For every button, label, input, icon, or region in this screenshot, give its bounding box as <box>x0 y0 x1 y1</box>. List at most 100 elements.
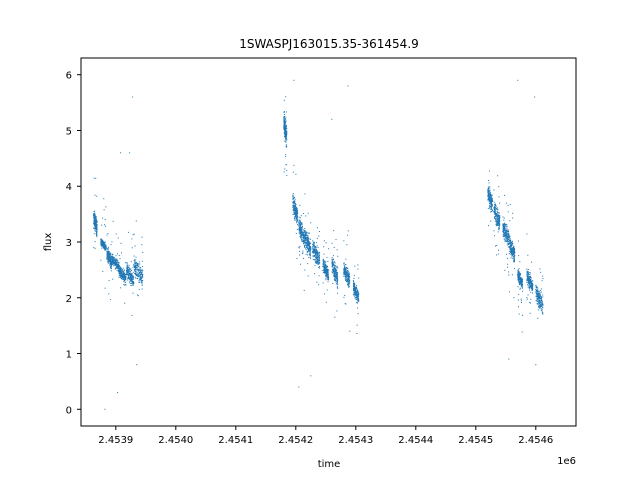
data-point <box>111 261 113 263</box>
data-point <box>299 227 301 229</box>
data-point <box>122 271 124 273</box>
data-point <box>139 267 141 269</box>
data-point <box>125 284 127 286</box>
data-point <box>96 231 98 233</box>
data-point <box>292 196 294 198</box>
data-point <box>527 277 529 279</box>
data-point <box>346 279 348 281</box>
data-point <box>94 225 96 227</box>
data-point <box>354 296 356 298</box>
data-point <box>308 247 310 249</box>
data-point <box>354 286 356 288</box>
data-point <box>116 253 118 255</box>
data-point <box>346 280 348 282</box>
data-point <box>283 130 285 132</box>
data-point <box>136 265 138 267</box>
data-point <box>530 286 532 288</box>
data-point <box>313 249 315 251</box>
data-point <box>490 202 492 204</box>
data-point <box>300 232 302 234</box>
data-point <box>541 305 543 307</box>
data-point <box>518 278 520 280</box>
data-point <box>300 232 301 234</box>
data-point <box>536 300 538 302</box>
data-point <box>301 238 303 240</box>
data-point <box>521 331 523 333</box>
data-point <box>94 227 96 229</box>
data-point <box>349 275 351 277</box>
data-point <box>505 238 507 240</box>
data-point <box>336 277 338 279</box>
data-point <box>494 209 496 211</box>
data-point <box>123 277 125 279</box>
data-point <box>541 300 543 302</box>
data-point <box>347 279 349 281</box>
data-point <box>306 232 308 234</box>
data-point <box>518 272 520 274</box>
data-point <box>100 241 102 243</box>
data-point <box>111 260 113 262</box>
data-point <box>531 286 533 288</box>
data-point <box>540 288 542 290</box>
data-point <box>298 216 300 218</box>
data-point <box>111 262 113 264</box>
data-point <box>335 276 337 278</box>
data-point <box>285 139 287 141</box>
data-point <box>127 270 129 272</box>
data-point <box>332 261 334 263</box>
data-point <box>496 211 498 213</box>
data-point <box>335 274 337 276</box>
data-point <box>519 281 521 283</box>
data-point <box>295 210 297 212</box>
data-point <box>354 293 356 295</box>
data-point <box>508 253 510 255</box>
data-point <box>313 254 315 256</box>
data-point <box>318 260 320 262</box>
data-point <box>531 289 533 291</box>
data-point <box>506 257 508 259</box>
data-point <box>136 264 138 266</box>
data-point <box>497 218 499 220</box>
data-point <box>139 281 141 283</box>
data-point <box>137 274 139 276</box>
data-point <box>528 279 530 281</box>
data-point <box>541 280 543 282</box>
data-point <box>326 256 328 258</box>
data-point <box>503 228 505 230</box>
data-point <box>496 212 498 214</box>
data-point <box>354 287 356 289</box>
data-point <box>521 285 523 287</box>
data-point <box>109 255 111 257</box>
data-point <box>138 280 140 282</box>
data-point <box>314 251 316 253</box>
data-point <box>331 265 333 267</box>
data-point <box>505 235 507 237</box>
data-point <box>126 264 128 266</box>
data-point <box>295 173 297 175</box>
data-point <box>509 249 511 251</box>
data-point <box>529 277 531 279</box>
data-point <box>300 223 302 225</box>
data-point <box>285 120 287 122</box>
data-point <box>517 277 519 279</box>
x-tick-label: 2.4546 <box>518 435 553 446</box>
data-point <box>357 296 359 298</box>
data-point <box>530 285 532 287</box>
data-point <box>497 224 499 226</box>
data-point <box>283 114 285 116</box>
data-point <box>535 289 537 291</box>
data-point <box>129 274 131 276</box>
data-point <box>345 280 347 282</box>
data-point <box>107 258 109 260</box>
data-point <box>541 302 543 304</box>
data-point <box>517 271 519 273</box>
data-point <box>127 279 129 281</box>
data-point <box>488 200 490 202</box>
data-point <box>135 275 137 277</box>
data-point <box>313 251 315 253</box>
data-point <box>318 235 320 237</box>
data-point <box>108 258 110 260</box>
data-point <box>124 279 126 281</box>
data-point <box>108 293 110 295</box>
data-point <box>333 247 335 249</box>
